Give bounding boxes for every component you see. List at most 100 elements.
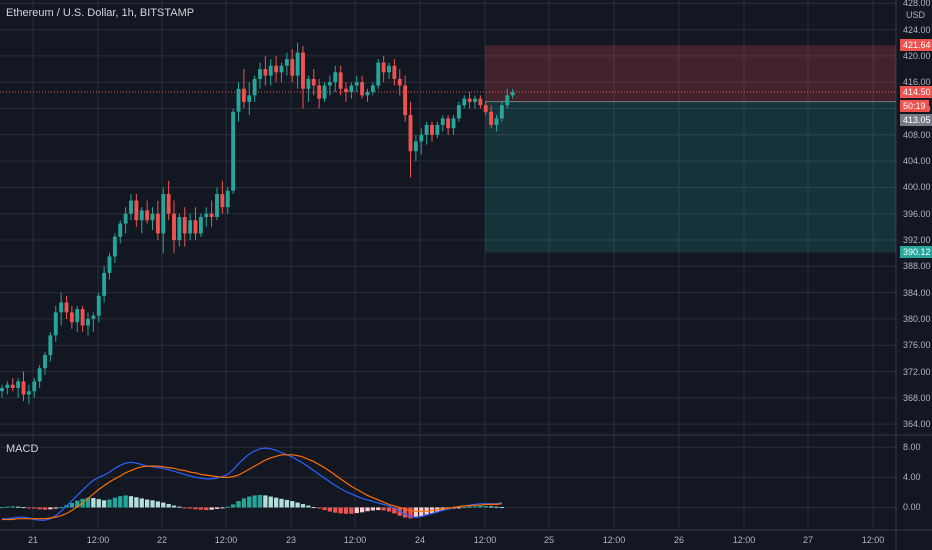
candle[interactable] [220,193,225,208]
candle[interactable] [290,59,295,76]
candle[interactable] [403,85,408,116]
candle[interactable] [215,193,219,217]
candle[interactable] [456,105,461,119]
candle[interactable] [440,118,445,125]
candle[interactable] [139,210,144,221]
candle[interactable] [182,217,187,234]
candle[interactable] [446,118,451,129]
candle[interactable] [376,62,381,86]
candle[interactable] [387,65,391,73]
candle[interactable] [91,315,96,319]
candle[interactable] [231,111,236,191]
candle[interactable] [107,256,112,273]
candle[interactable] [306,78,311,89]
candle[interactable] [263,69,268,76]
candle[interactable] [451,118,456,129]
candle[interactable] [360,82,365,96]
candle[interactable] [478,98,483,106]
candle[interactable] [64,302,69,313]
candle[interactable] [21,381,26,395]
candle[interactable] [295,52,300,76]
candle[interactable] [424,124,429,135]
candle[interactable] [317,85,322,99]
candle[interactable] [279,65,284,73]
candle[interactable] [209,213,214,217]
candle[interactable] [16,381,21,388]
candle[interactable] [188,220,193,234]
candle[interactable] [435,124,440,135]
candle[interactable] [473,98,477,102]
candle[interactable] [59,302,64,313]
candle[interactable] [161,193,166,234]
candle[interactable] [274,65,279,73]
candle[interactable] [43,355,47,369]
candle[interactable] [150,213,155,221]
candle[interactable] [112,236,117,257]
candle[interactable] [258,69,262,79]
candle[interactable] [155,213,160,234]
candle[interactable] [123,213,128,224]
candle[interactable] [53,312,58,336]
candle[interactable] [392,65,397,79]
candle[interactable] [69,312,74,323]
candle[interactable] [430,124,434,135]
candle[interactable] [5,384,10,388]
candle[interactable] [370,85,375,93]
candle[interactable] [505,95,510,106]
candle[interactable] [489,111,494,125]
candle[interactable] [75,309,80,323]
candle[interactable] [268,65,273,76]
candle[interactable] [349,85,354,93]
candle[interactable] [284,59,289,66]
candle[interactable] [26,391,31,395]
candle[interactable] [494,118,499,125]
candle[interactable] [327,82,332,86]
candle[interactable] [333,72,338,83]
candle[interactable] [129,200,133,214]
candle[interactable] [80,309,85,326]
candle[interactable] [419,134,424,142]
candle[interactable] [193,220,198,234]
candle[interactable] [301,52,305,89]
candle[interactable] [0,387,4,392]
candle[interactable] [166,193,171,214]
candle[interactable] [198,217,203,234]
candle[interactable] [397,78,402,86]
candle[interactable] [172,213,176,241]
candle[interactable] [96,295,101,316]
candle[interactable] [413,141,418,152]
candle[interactable] [225,190,230,208]
candle[interactable] [311,78,316,86]
stop-loss-zone[interactable] [485,45,896,102]
candle[interactable] [102,272,107,296]
candle[interactable] [467,98,472,102]
candle[interactable] [462,98,467,106]
candle[interactable] [241,88,246,102]
candle[interactable] [134,200,139,221]
candle[interactable] [177,217,182,241]
candle[interactable] [483,105,488,112]
candle[interactable] [381,62,386,73]
candle[interactable] [510,92,515,96]
macd-histogram-bar [241,498,247,508]
candle[interactable] [10,384,15,388]
candle[interactable] [322,85,327,99]
candle[interactable] [145,210,150,221]
candle[interactable] [338,72,343,89]
candle[interactable] [365,92,370,96]
candle[interactable] [247,95,252,102]
candle[interactable] [252,78,257,96]
candle[interactable] [37,368,42,382]
take-profit-zone[interactable] [485,101,896,253]
candle[interactable] [118,223,123,237]
candle[interactable] [86,318,90,326]
candle[interactable] [48,335,53,356]
candle[interactable] [408,115,413,152]
candle[interactable] [236,88,241,112]
candle[interactable] [344,88,348,93]
candle[interactable] [204,213,209,217]
candle[interactable] [499,105,504,119]
candle[interactable] [32,381,37,392]
candle[interactable] [354,82,359,86]
